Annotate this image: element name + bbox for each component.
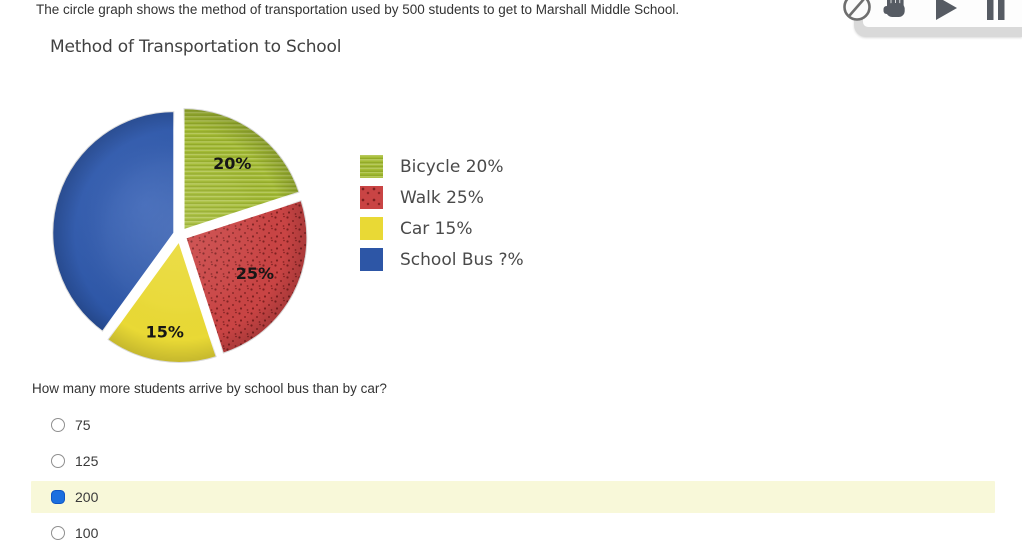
pie-slice-shade <box>52 111 175 332</box>
option-row-125[interactable]: 125 <box>31 445 995 477</box>
pie-slice-shade <box>107 240 217 363</box>
pie-slice-label: 20% <box>213 154 251 173</box>
radio-unselected-icon[interactable] <box>51 418 65 432</box>
pause-icon[interactable] <box>983 0 1009 27</box>
play-icon[interactable] <box>933 0 959 27</box>
option-label[interactable]: 125 <box>75 453 99 469</box>
legend-label: Car 15% <box>400 218 473 239</box>
chart-legend: Bicycle 20% Walk 25% Car 15% School Bus … <box>360 155 524 271</box>
option-row-75[interactable]: 75 <box>31 409 995 441</box>
option-row-200[interactable]: 200 <box>31 481 995 513</box>
option-row-100[interactable]: 100 <box>31 517 995 549</box>
legend-item-walk: Walk 25% <box>360 186 524 209</box>
pie-slice-label: 15% <box>146 322 184 341</box>
player-toolbar <box>854 0 1022 37</box>
hand-icon[interactable] <box>883 0 909 27</box>
pie-chart: 20% 25% 15% <box>51 107 309 364</box>
question-text: How many more students arrive by school … <box>32 381 387 396</box>
legend-label: School Bus ?% <box>400 249 524 270</box>
pie-slice-shade <box>183 108 300 231</box>
option-label[interactable]: 75 <box>75 417 91 433</box>
legend-item-car: Car 15% <box>360 217 524 240</box>
pie-slice-shade <box>185 200 308 354</box>
radio-unselected-icon[interactable] <box>51 526 65 540</box>
toolbar-inner <box>863 0 1022 27</box>
legend-label: Bicycle 20% <box>400 156 504 177</box>
legend-item-bicycle: Bicycle 20% <box>360 155 524 178</box>
legend-label: Walk 25% <box>400 187 484 208</box>
legend-swatch-bicycle <box>360 155 383 178</box>
legend-swatch-school-bus <box>360 248 383 271</box>
radio-selected-icon[interactable] <box>51 490 65 504</box>
option-label[interactable]: 200 <box>75 489 99 505</box>
clock-icon[interactable] <box>841 0 873 23</box>
legend-item-school-bus: School Bus ?% <box>360 248 524 271</box>
radio-unselected-icon[interactable] <box>51 454 65 468</box>
answer-options: 75 125 200 100 <box>0 409 1022 553</box>
chart-title: Method of Transportation to School <box>50 37 342 57</box>
legend-swatch-car <box>360 217 383 240</box>
pie-slice-label: 25% <box>236 264 274 283</box>
option-label[interactable]: 100 <box>75 525 99 541</box>
legend-swatch-walk <box>360 186 383 209</box>
question-intro: The circle graph shows the method of tra… <box>36 2 680 17</box>
